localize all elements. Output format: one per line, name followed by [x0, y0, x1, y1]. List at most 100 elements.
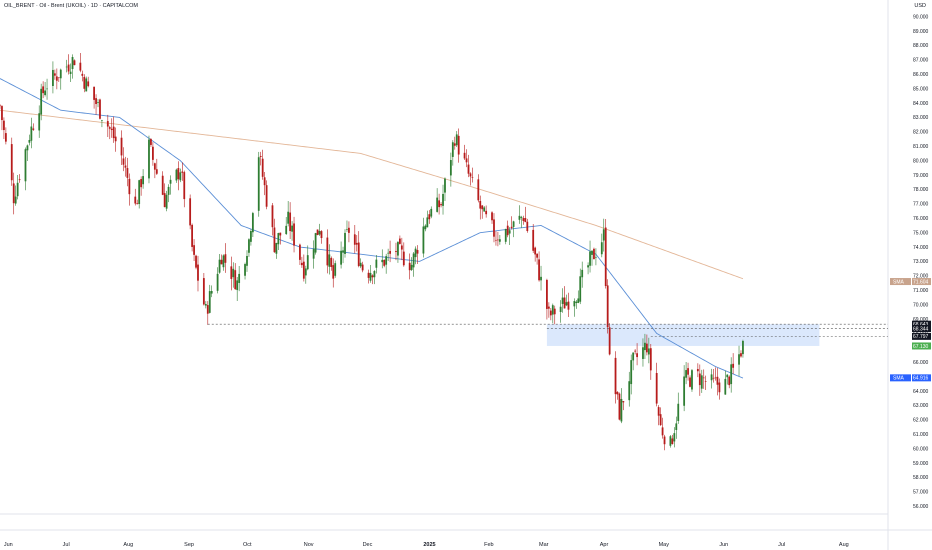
- candle-body: [385, 256, 388, 265]
- candle: [673, 427, 676, 448]
- support-price-label: 67.797: [912, 332, 931, 340]
- candle: [306, 245, 309, 271]
- candle-body: [644, 342, 646, 351]
- candle-body: [271, 205, 274, 228]
- candle-body: [355, 242, 358, 245]
- indicator-tag: [890, 278, 911, 286]
- candle: [155, 158, 158, 175]
- candle-body: [14, 196, 17, 204]
- y-tick-label: 80.000: [913, 158, 929, 164]
- price-label-box: [912, 324, 931, 332]
- candle-body: [197, 264, 199, 281]
- y-tick-label: 70.000: [913, 302, 929, 308]
- candle: [649, 343, 652, 380]
- y-tick-label: 77.000: [913, 202, 929, 208]
- candle-body: [400, 245, 403, 250]
- candle: [287, 201, 290, 227]
- candle-body: [663, 436, 666, 445]
- candle-body: [204, 304, 207, 306]
- price-label-box: [912, 342, 931, 350]
- candle-body: [538, 259, 540, 281]
- candle-body: [12, 183, 15, 204]
- candle-body: [416, 250, 419, 254]
- candle: [208, 284, 211, 314]
- candle-body: [712, 377, 715, 379]
- candle: [10, 137, 13, 186]
- candle-body: [742, 340, 744, 355]
- candle-body: [216, 273, 219, 291]
- candle-body: [124, 165, 127, 168]
- candle-body: [485, 210, 488, 215]
- candle-body: [451, 142, 454, 157]
- candle: [81, 70, 84, 82]
- candle: [204, 301, 207, 309]
- candle: [436, 188, 439, 213]
- candle: [232, 262, 235, 288]
- candle-body: [244, 264, 246, 276]
- candle: [477, 174, 480, 203]
- candle-body: [457, 135, 460, 155]
- candle: [683, 365, 686, 412]
- candle-body: [302, 261, 305, 279]
- candle-body: [99, 99, 101, 119]
- candle-body: [108, 127, 111, 129]
- candle-body: [518, 215, 521, 220]
- candle: [685, 361, 687, 385]
- candle: [314, 232, 317, 255]
- candle: [30, 117, 33, 149]
- candle: [469, 172, 472, 186]
- candle: [483, 206, 486, 212]
- candle-body: [38, 113, 41, 131]
- candle: [304, 265, 307, 284]
- candle-body: [575, 301, 578, 304]
- candle: [183, 170, 186, 208]
- candle-body: [532, 229, 535, 251]
- candle: [644, 333, 646, 360]
- candle: [467, 154, 470, 178]
- candle: [340, 241, 342, 269]
- candle: [230, 256, 233, 291]
- candle: [244, 262, 246, 280]
- candle: [710, 368, 713, 389]
- candle-body: [155, 169, 158, 174]
- candle-body: [169, 179, 172, 184]
- candle: [540, 265, 542, 291]
- candle-body: [128, 178, 131, 195]
- candle-body: [142, 176, 144, 185]
- y-tick-label: 74.000: [913, 245, 929, 251]
- candle-body: [659, 414, 662, 426]
- candle: [175, 168, 178, 183]
- candle-body: [381, 259, 384, 263]
- candle: [300, 256, 303, 268]
- candle: [195, 254, 197, 270]
- candle: [16, 175, 19, 200]
- candle: [444, 177, 446, 202]
- candle-body: [218, 259, 221, 273]
- x-tick-label: May: [659, 542, 670, 548]
- candle-body: [40, 88, 43, 115]
- x-tick-label: Sep: [184, 542, 194, 548]
- price-label-text: 68.643: [913, 322, 929, 328]
- candle: [167, 184, 170, 203]
- candle: [108, 125, 111, 140]
- support-lines: [207, 323, 888, 337]
- y-tick-label: 69.000: [913, 317, 929, 323]
- candle: [177, 161, 180, 191]
- price-label-box: [912, 278, 931, 286]
- candle: [524, 206, 527, 223]
- candle-body: [647, 348, 650, 355]
- candle-body: [46, 88, 48, 90]
- price-label-text: 68.344: [913, 326, 929, 332]
- candle: [567, 292, 570, 317]
- candle-body: [183, 172, 186, 200]
- candle-body: [191, 224, 194, 247]
- candle: [95, 94, 97, 115]
- candle-body: [691, 370, 693, 390]
- candle: [422, 217, 425, 258]
- candle-body: [57, 77, 60, 79]
- candle-body: [210, 290, 213, 294]
- candle-body: [716, 376, 719, 385]
- x-axis: Jun Jul Aug Sep Oct Nov Dec 2025 Feb Mar Apr May Jun…: [4, 542, 849, 548]
- x-tick-label: Apr: [600, 542, 609, 548]
